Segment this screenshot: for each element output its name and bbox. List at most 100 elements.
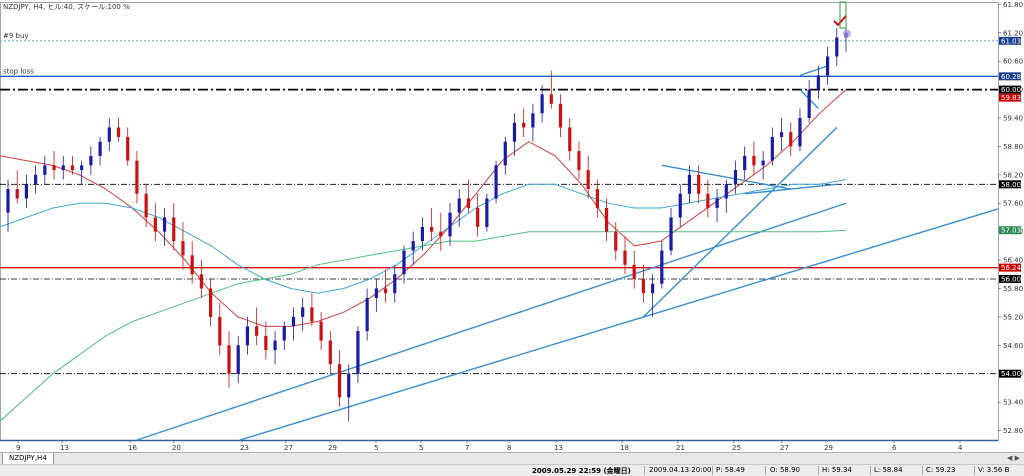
trade-marks: [833, 1, 851, 38]
candle-body: [540, 94, 544, 114]
time-axis[interactable]: 9 13 16 20 23 27 29 5 5 7 8 13 18 21 25 27 29 6 4: [16, 440, 963, 452]
price-marker-label: 60.28: [1001, 73, 1021, 81]
status-bar-time: 2009.04.13 20:00: [649, 466, 712, 474]
candle-body: [98, 141, 102, 156]
position-marker-icon: [843, 29, 851, 38]
status-open: O: 58.90: [770, 466, 801, 474]
status-volume: V: 3.56 B: [978, 466, 1010, 474]
y-tick-label: 57.60: [1003, 200, 1023, 208]
candle-body: [798, 118, 802, 147]
horizontal-lines: #9 buy stop loss: [0, 32, 998, 375]
candle-body: [255, 326, 259, 336]
price-marker-label: 54.00: [1001, 370, 1021, 378]
x-tick-label: 9: [16, 444, 20, 452]
tab-nav-arrows-icon[interactable]: ◀ ▶: [1007, 454, 1020, 462]
chart-tab-bar: NZDJPY,H4 ◀ ▶: [0, 452, 1024, 465]
chart-grid: [0, 2, 999, 442]
price-marker: [999, 72, 1021, 81]
x-tick-label: 18: [620, 444, 629, 452]
candle-body: [80, 165, 84, 171]
trend-line: [744, 183, 837, 195]
candle-body: [365, 297, 369, 332]
price-marker: [999, 85, 1021, 94]
price-marker: [999, 36, 1021, 45]
x-tick-label: 21: [676, 444, 685, 452]
candle-body: [494, 165, 498, 199]
candle-body: [144, 193, 148, 218]
candle-body: [697, 174, 701, 194]
x-tick-label: 27: [780, 444, 789, 452]
candle-body: [430, 226, 434, 232]
candle-body: [779, 132, 784, 137]
candle-body: [282, 326, 286, 341]
candle-body: [162, 217, 167, 232]
candle-body: [218, 316, 222, 346]
status-low: L: 58.84: [874, 466, 903, 474]
candle-body: [485, 198, 489, 227]
candle-body: [743, 155, 747, 171]
horizontal-line-label: stop loss: [3, 67, 34, 75]
candle-body: [236, 345, 240, 374]
candle-body: [614, 231, 618, 251]
candle-body: [724, 184, 728, 199]
x-tick-label: 4: [958, 444, 963, 452]
candle-body: [733, 170, 738, 185]
y-tick-label: 55.80: [1003, 285, 1023, 293]
x-tick-label: 6: [892, 444, 897, 452]
y-tick-label: 61.80: [1003, 1, 1023, 9]
x-tick-label: 5: [419, 444, 423, 452]
y-tick-label: 61.20: [1003, 29, 1023, 37]
candle-body: [549, 94, 553, 104]
candle-body: [816, 75, 820, 90]
price-marker-label: 60.00: [1001, 86, 1021, 94]
y-tick-label: 58.20: [1003, 171, 1023, 179]
candle-body: [273, 340, 277, 351]
y-tick-label: 54.60: [1003, 342, 1023, 350]
x-tick-label: 16: [128, 444, 137, 452]
candle-body: [503, 141, 507, 166]
x-tick-label: 25: [732, 444, 741, 452]
status-bar: 2009.05.29 22:59 (金曜日) 2009.04.13 20:00 …: [0, 464, 1024, 476]
x-tick-label: 8: [507, 444, 511, 452]
price-marker-label: 56.00: [1001, 276, 1021, 284]
candle-body: [752, 155, 756, 166]
status-high: H: 59.34: [822, 466, 852, 474]
chart-title: NZDJPY, H4, ヒル:40, スケール:100 %: [3, 3, 130, 11]
y-tick-label: 59.40: [1003, 115, 1023, 123]
candle-body: [383, 288, 388, 294]
candle-body: [310, 307, 314, 322]
horizontal-line-label: #9 buy: [3, 32, 29, 40]
candle-body: [825, 56, 830, 76]
candle-body: [466, 198, 471, 208]
price-chart[interactable]: #9 buy stop loss 61.80 61.20 60.60 60.00 59.4…: [0, 0, 1024, 452]
candle-body: [15, 189, 19, 199]
trend-line: [661, 164, 791, 190]
y-tick-label: 58.80: [1003, 143, 1023, 151]
y-tick-label: 52.80: [1003, 427, 1023, 435]
x-tick-label: 13: [60, 444, 69, 452]
candle-body: [374, 288, 378, 298]
x-tick-label: 27: [284, 444, 293, 452]
candle-body: [789, 132, 793, 147]
candle-body: [439, 231, 443, 237]
candle-body: [651, 283, 655, 294]
candle-body: [420, 226, 424, 242]
candle-body: [61, 165, 65, 171]
candle-body: [604, 207, 609, 232]
x-tick-label: 7: [465, 444, 469, 452]
candle-body: [577, 151, 581, 171]
candle-body: [770, 136, 774, 161]
price-marker-label: 59.83: [1001, 94, 1021, 102]
price-axis[interactable]: 61.80 61.20 60.60 60.00 59.40 58.80 58.20 57.60…: [998, 1, 1023, 435]
candle-body: [706, 193, 710, 208]
price-marker-label: 61.03: [1001, 37, 1021, 45]
candle-body: [107, 127, 111, 142]
candle-body: [835, 37, 839, 57]
y-tick-label: 56.40: [1003, 257, 1023, 265]
candle-body: [761, 160, 765, 166]
candle-body: [641, 279, 646, 294]
moving-average-line: [0, 89, 847, 327]
candle-body: [522, 122, 526, 128]
candle-body: [568, 127, 572, 152]
